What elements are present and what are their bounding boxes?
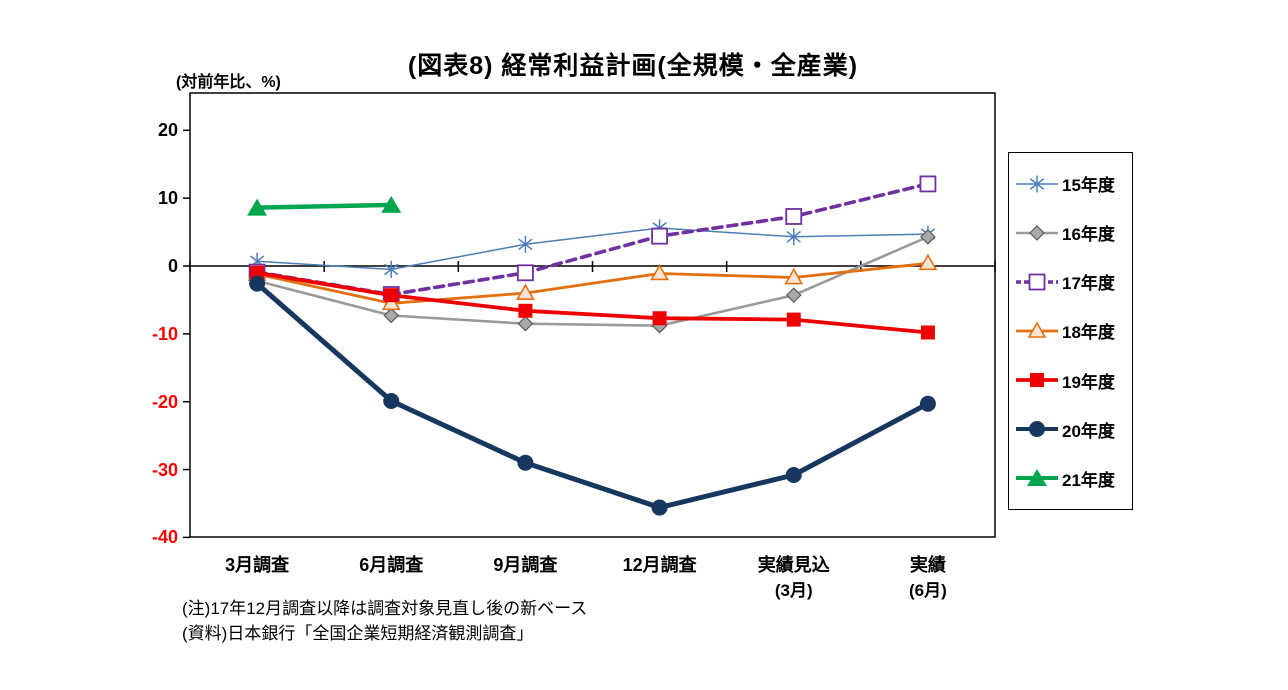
- legend-label: 20年度: [1062, 421, 1115, 441]
- legend-label: 19年度: [1062, 372, 1115, 392]
- marker-asterisk-icon: [786, 228, 801, 246]
- marker-asterisk-icon: [1029, 175, 1045, 193]
- legend-label: 15年度: [1062, 176, 1115, 196]
- marker-diamond-icon: [785, 287, 802, 304]
- legend-item-fy21: 21年度: [1015, 466, 1132, 491]
- legend-label: 21年度: [1062, 470, 1115, 490]
- footnote: (注)17年12月調査以降は調査対象見直し後の新ベース: [182, 599, 588, 618]
- x-axis-ticks: [189, 261, 996, 272]
- legend-marker-asterisk-icon: [1016, 175, 1058, 193]
- legend-label: 18年度: [1062, 323, 1115, 343]
- marker-square-icon: [250, 265, 265, 280]
- x-axis-label: 9月調査: [493, 555, 558, 575]
- series-line-fy19: [255, 270, 930, 335]
- y-tick-label: 0: [167, 256, 178, 276]
- marker-square-icon: [518, 303, 533, 318]
- y-tick-label: 10: [157, 188, 178, 209]
- y-tick-label: 20: [157, 120, 178, 141]
- legend-item-fy17: 17年度: [1015, 269, 1132, 294]
- marker-triangle-icon: [247, 198, 268, 216]
- legend-marker-open-triangle-icon: [1016, 321, 1058, 338]
- marker-square-icon: [920, 325, 935, 340]
- marker-circle-icon: [249, 275, 266, 292]
- legend-marker-triangle-icon: [1016, 469, 1058, 487]
- series-line-fy21: [254, 202, 394, 210]
- marker-triangle-icon: [1027, 469, 1047, 487]
- series-fy16: [249, 228, 936, 334]
- legend-marker-diamond-icon: [1016, 224, 1058, 241]
- legend: 15年度 16年度 17年度 18年度 19年度 20年度 21年度: [1008, 152, 1133, 510]
- marker-open-triangle-icon: [784, 267, 804, 285]
- chart-title: (図表8) 経常利益計画(全規模・全産業): [407, 52, 859, 80]
- marker-circle-icon: [1029, 421, 1045, 438]
- marker-asterisk-icon: [518, 235, 533, 253]
- marker-open-triangle-icon: [516, 283, 535, 300]
- marker-diamond-icon: [920, 228, 936, 245]
- series-line-fy20: [254, 281, 931, 510]
- legend-item-fy19: 19年度: [1015, 368, 1132, 393]
- legend-item-fy15: 15年度: [1015, 171, 1132, 196]
- marker-square-icon: [1030, 373, 1044, 388]
- legend-marker-circle-icon: [1016, 421, 1058, 438]
- marker-diamond-icon: [1029, 224, 1045, 241]
- y-tick-label: -20: [151, 391, 178, 412]
- y-axis-unit-label: (対前年比、%): [176, 74, 281, 91]
- marker-triangle-icon: [381, 195, 402, 213]
- marker-square-icon: [652, 311, 667, 326]
- marker-open-square-icon: [1028, 273, 1046, 291]
- x-axis-label: 3月調査: [225, 555, 290, 575]
- legend-item-fy20: 20年度: [1015, 417, 1132, 442]
- series-fy20: [249, 275, 936, 516]
- marker-circle-icon: [651, 499, 668, 516]
- x-axis-label: 実績 (6月): [909, 555, 947, 600]
- x-axis-label: 6月調査: [359, 555, 424, 575]
- marker-open-square-icon: [517, 264, 534, 282]
- y-tick-label: -30: [151, 459, 178, 480]
- source-note: (資料)日本銀行「全国企業短期経済観測調査」: [182, 624, 534, 643]
- marker-circle-icon: [785, 466, 802, 483]
- plot-border: [189, 92, 996, 538]
- y-tick-label: -10: [151, 323, 178, 344]
- x-axis-label: 12月調査: [622, 555, 697, 575]
- marker-diamond-icon: [517, 315, 534, 332]
- series-line-fy15: [256, 227, 929, 271]
- marker-circle-icon: [517, 454, 534, 471]
- marker-open-triangle-icon: [918, 253, 938, 271]
- marker-open-square-icon: [651, 227, 668, 245]
- series-line-fy17: [255, 182, 930, 297]
- series-fy19: [250, 265, 935, 340]
- marker-diamond-icon: [383, 307, 400, 324]
- marker-square-icon: [384, 288, 399, 303]
- legend-marker-square-icon: [1016, 373, 1058, 388]
- marker-open-square-icon: [785, 208, 803, 225]
- marker-asterisk-icon: [384, 260, 399, 278]
- series-fy21: [247, 195, 402, 216]
- legend-label: 17年度: [1062, 274, 1115, 294]
- marker-open-triangle-icon: [1027, 321, 1047, 338]
- marker-open-triangle-icon: [381, 293, 401, 311]
- series-line-fy16: [255, 235, 930, 327]
- legend-item-fy18: 18年度: [1015, 318, 1132, 343]
- y-tick-label: -40: [151, 527, 178, 548]
- legend-marker-open-square-icon: [1016, 273, 1058, 291]
- marker-square-icon: [786, 312, 801, 327]
- x-axis-label: 実績見込 (3月): [757, 555, 830, 600]
- marker-circle-icon: [383, 393, 400, 410]
- marker-circle-icon: [919, 395, 936, 412]
- y-axis-ticks: [183, 129, 190, 539]
- marker-open-triangle-icon: [650, 263, 669, 281]
- legend-item-fy16: 16年度: [1015, 220, 1132, 245]
- series-line-fy18: [255, 261, 930, 305]
- legend-label: 16年度: [1062, 225, 1115, 245]
- marker-open-square-icon: [919, 175, 937, 193]
